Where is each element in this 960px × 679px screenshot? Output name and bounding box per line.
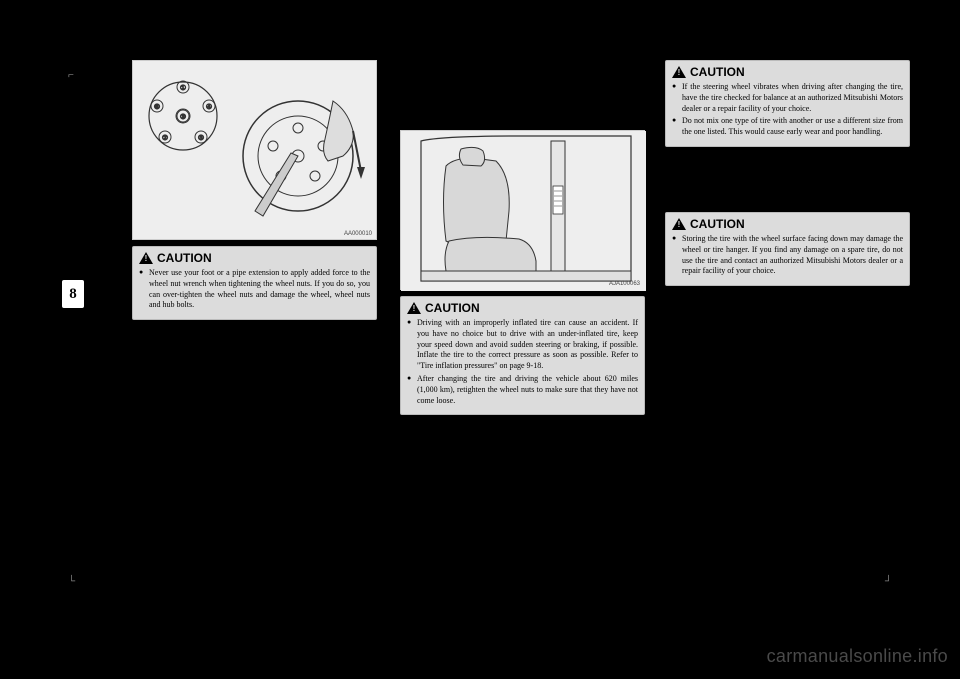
svg-text:③: ③: [180, 113, 186, 121]
figure-label: AA000010: [344, 231, 372, 237]
caution-box-2: CAUTION Driving with an improperly infla…: [400, 296, 645, 415]
figure-door-seat: AJA100063: [400, 130, 645, 290]
svg-text:②: ②: [162, 134, 168, 142]
warning-icon: [672, 218, 686, 230]
caution-box-3: CAUTION If the steering wheel vibrates w…: [665, 60, 910, 147]
warning-icon: [139, 252, 153, 264]
caution-item: Driving with an improperly inflated tire…: [407, 318, 638, 372]
column-3: CAUTION If the steering wheel vibrates w…: [665, 60, 910, 296]
section-tab: 8: [62, 280, 84, 308]
caution-title: CAUTION: [425, 301, 480, 315]
caution-item: If the steering wheel vibrates when driv…: [672, 82, 903, 114]
caution-list: Never use your foot or a pipe extension …: [139, 268, 370, 311]
svg-text:①: ①: [180, 84, 186, 92]
caution-box-1: CAUTION Never use your foot or a pipe ex…: [132, 246, 377, 320]
warning-icon: [672, 66, 686, 78]
wheel-nuts-svg: ① ④ ⑤ ② ⑥ ③: [133, 61, 378, 241]
caution-item: Storing the tire with the wheel surface …: [672, 234, 903, 277]
crop-mark: ⌐: [68, 70, 74, 81]
caution-box-4: CAUTION Storing the tire with the wheel …: [665, 212, 910, 286]
column-2: AJA100063 CAUTION Driving with an improp…: [400, 130, 645, 425]
caution-list: Storing the tire with the wheel surface …: [672, 234, 903, 277]
svg-text:④: ④: [206, 103, 212, 111]
figure-wheel-nuts: ① ④ ⑤ ② ⑥ ③: [132, 60, 377, 240]
figure-label: AJA100063: [609, 281, 640, 287]
caution-item: After changing the tire and driving the …: [407, 374, 638, 406]
manual-page: 8 ① ④ ⑤ ② ⑥ ③: [80, 80, 880, 570]
caution-title: CAUTION: [690, 217, 745, 231]
crop-mark: └: [68, 576, 75, 587]
caution-list: Driving with an improperly inflated tire…: [407, 318, 638, 406]
caution-title: CAUTION: [157, 251, 212, 265]
caution-item: Do not mix one type of tire with another…: [672, 116, 903, 138]
door-seat-svg: [401, 131, 646, 291]
svg-text:⑥: ⑥: [154, 103, 160, 111]
caution-list: If the steering wheel vibrates when driv…: [672, 82, 903, 138]
crop-mark: ┘: [885, 576, 892, 587]
svg-text:⑤: ⑤: [198, 134, 204, 142]
caution-title: CAUTION: [690, 65, 745, 79]
watermark: carmanualsonline.info: [767, 646, 948, 667]
column-1: ① ④ ⑤ ② ⑥ ③: [132, 60, 377, 330]
caution-item: Never use your foot or a pipe extension …: [139, 268, 370, 311]
warning-icon: [407, 302, 421, 314]
